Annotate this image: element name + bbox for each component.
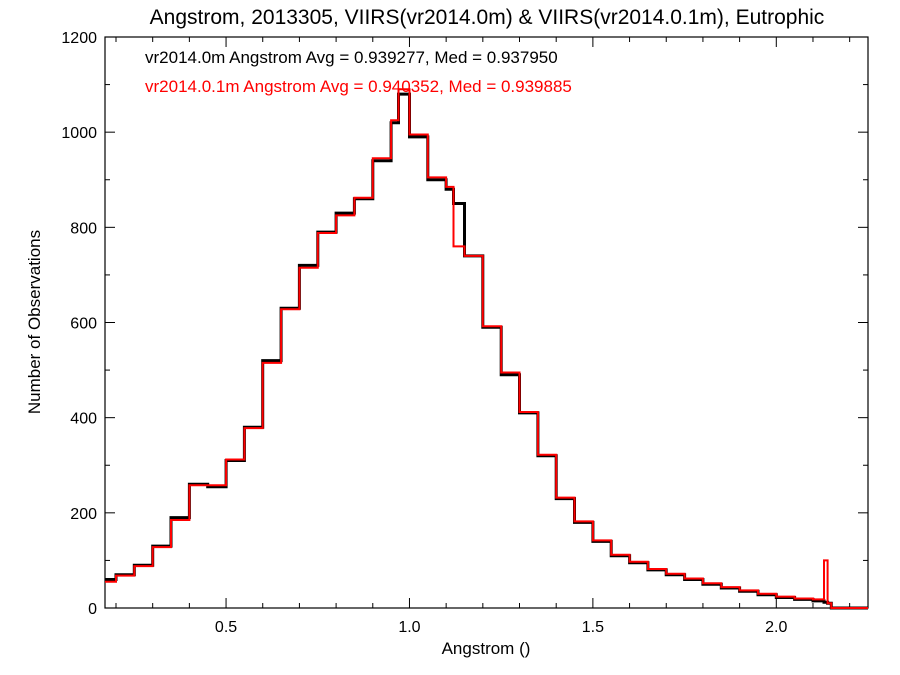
x-tick-label: 1.5 [582,619,604,636]
x-tick-label: 0.5 [215,619,237,636]
chart-title: Angstrom, 2013305, VIIRS(vr2014.0m) & VI… [150,6,825,29]
annotation-series-a: vr2014.0m Angstrom Avg = 0.939277, Med =… [145,48,558,67]
annotation-series-b: vr2014.0.1m Angstrom Avg = 0.940352, Med… [145,77,572,96]
x-tick-label: 1.0 [398,619,420,636]
y-tick-label: 800 [70,220,97,237]
y-tick-label: 600 [70,316,97,333]
series-b-line [105,88,868,609]
plot-frame [104,36,869,609]
series-a-line [105,92,868,610]
y-tick-label: 400 [70,411,97,428]
y-tick-label: 0 [88,601,97,618]
y-tick-label: 200 [70,506,97,523]
x-tick-label: 2.0 [765,619,787,636]
y-tick-label: 1000 [61,125,97,142]
y-axis-label: Number of Observations [25,230,44,414]
y-tick-label: 1200 [61,30,97,47]
x-axis-label: Angstrom () [442,639,531,658]
